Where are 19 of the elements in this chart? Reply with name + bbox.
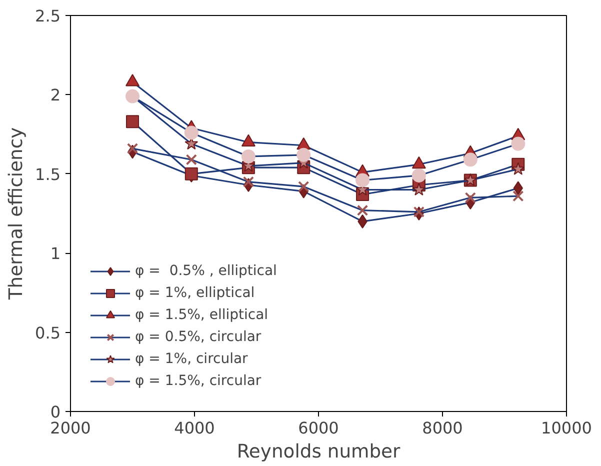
y-tick-label: 2 bbox=[50, 86, 61, 105]
legend-label: φ = 1%, circular bbox=[135, 351, 248, 367]
legend-label: φ = 0.5%, circular bbox=[135, 329, 262, 345]
x-tick-label: 2000 bbox=[50, 418, 91, 438]
x-tick-label: 6000 bbox=[298, 418, 339, 438]
y-tick-label: 0 bbox=[50, 402, 61, 422]
y-axis-title: Thermal efficiency bbox=[6, 127, 28, 301]
y-tick-label: 0.5 bbox=[35, 323, 61, 342]
legend-label: φ = 1%, elliptical bbox=[135, 285, 255, 301]
x-tick-label: 10000 bbox=[541, 418, 592, 438]
legend-label: φ = 1.5%, elliptical bbox=[135, 307, 268, 323]
legend-label: φ = 1.5%, circular bbox=[135, 373, 262, 389]
y-tick-label: 2.5 bbox=[35, 6, 61, 26]
x-axis-title: Reynolds number bbox=[236, 442, 401, 462]
y-tick-label: 1.5 bbox=[35, 164, 61, 184]
legend-label: φ = 0.5% , elliptical bbox=[135, 263, 277, 279]
x-tick-label: 8000 bbox=[422, 418, 463, 438]
y-tick-label: 1 bbox=[50, 244, 61, 264]
x-tick-label: 4000 bbox=[174, 418, 215, 438]
